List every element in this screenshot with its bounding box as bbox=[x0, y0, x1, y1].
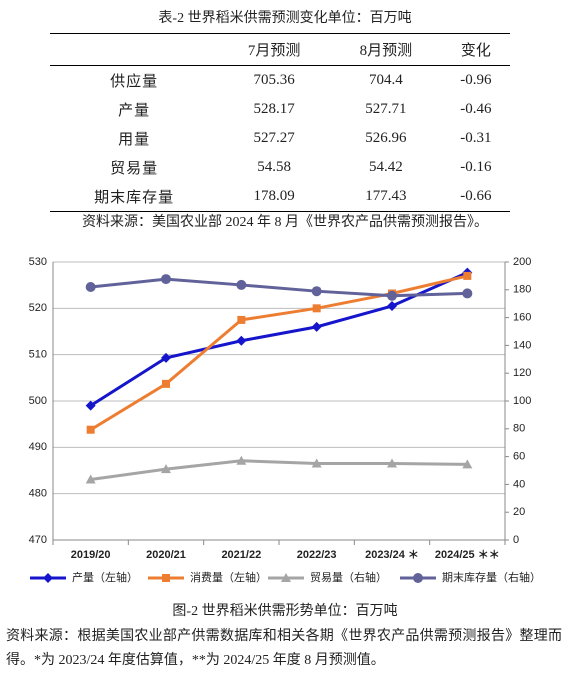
marker bbox=[463, 271, 472, 280]
marker bbox=[162, 574, 170, 582]
cell: 527.27 bbox=[253, 130, 295, 146]
y2-tick-label: 120 bbox=[513, 367, 531, 379]
row-label: 产量 bbox=[118, 103, 151, 119]
marker bbox=[161, 352, 171, 363]
y2-tick-label: 80 bbox=[513, 423, 525, 435]
y-tick-label: 500 bbox=[29, 395, 47, 407]
cell: 54.58 bbox=[257, 159, 291, 175]
y-tick-label: 470 bbox=[29, 534, 47, 546]
legend-item: 消费量（左轴） bbox=[148, 570, 267, 584]
y2-tick-label: 0 bbox=[513, 534, 519, 546]
marker bbox=[281, 573, 291, 582]
marker bbox=[43, 573, 53, 583]
legend-item: 产量（左轴） bbox=[30, 570, 138, 584]
y-tick-label: 480 bbox=[29, 488, 47, 500]
cell: -0.16 bbox=[460, 159, 492, 175]
marker bbox=[312, 304, 321, 313]
x-tick-label: 2023/24 ＊ bbox=[365, 549, 419, 561]
legend-item: 贸易量（右轴） bbox=[268, 570, 387, 584]
row-label: 期末库存量 bbox=[94, 190, 175, 206]
legend-label: 期末库存量（右轴） bbox=[442, 570, 541, 584]
marker bbox=[311, 458, 322, 468]
series-line bbox=[89, 271, 468, 407]
marker bbox=[311, 286, 322, 297]
y-tick-label: 520 bbox=[29, 302, 47, 314]
cell: -0.66 bbox=[460, 188, 492, 204]
marker bbox=[161, 274, 171, 285]
x-tick-label: 2022/23 bbox=[297, 549, 337, 561]
header-cell bbox=[50, 33, 219, 66]
marker bbox=[237, 315, 246, 324]
header-cell: 变化 bbox=[441, 33, 510, 66]
y-tick-label: 490 bbox=[29, 441, 47, 453]
x-tick-label: 2020/21 bbox=[146, 549, 186, 561]
cell: 178.09 bbox=[253, 188, 295, 204]
series-line bbox=[90, 277, 468, 298]
x-tick-label: 2019/20 bbox=[71, 549, 111, 561]
cell: -0.31 bbox=[460, 130, 492, 146]
x-tick-label: 2021/22 bbox=[221, 549, 261, 561]
cell: 527.71 bbox=[365, 101, 407, 117]
cell: 704.4 bbox=[369, 72, 403, 88]
figure-caption: 图-2 世界稻米供需形势单位：百万吨 bbox=[172, 604, 398, 619]
y2-tick-label: 140 bbox=[513, 339, 531, 351]
cell: -0.46 bbox=[460, 101, 492, 117]
cell: 528.17 bbox=[253, 101, 295, 117]
y2-tick-label: 200 bbox=[513, 256, 531, 268]
cell: 705.36 bbox=[253, 72, 295, 88]
table-caption: 表-2 世界稻米供需预测变化单位：百万吨 bbox=[158, 11, 412, 26]
marker bbox=[311, 321, 322, 332]
row-label: 用量 bbox=[118, 132, 151, 148]
y2-tick-label: 40 bbox=[513, 478, 525, 490]
x-tick-label: 2024/25 ＊＊ bbox=[435, 549, 500, 561]
header-cell: 7月预测 bbox=[218, 33, 330, 66]
header-cell: 8月预测 bbox=[329, 33, 442, 66]
marker bbox=[85, 474, 96, 484]
chart: 470 480 490 500 510 520 530 0 20 40 60 80 100 120 140 1… bbox=[29, 256, 541, 584]
marker bbox=[387, 458, 397, 468]
series-line bbox=[89, 274, 468, 432]
legend-label: 消费量（左轴） bbox=[190, 570, 267, 584]
cell: -0.96 bbox=[460, 72, 492, 88]
row-label: 供应量 bbox=[110, 74, 159, 90]
data-table: 7月预测 8月预测 变化供应量 705.36 704.4 -0.96 产量 528.17 527… bbox=[50, 33, 510, 212]
row-label: 贸易量 bbox=[110, 161, 159, 177]
legend-item: 期末库存量（右轴） bbox=[400, 570, 541, 584]
y2-tick-label: 180 bbox=[513, 284, 531, 296]
marker bbox=[161, 464, 171, 474]
marker bbox=[462, 288, 473, 299]
marker bbox=[413, 573, 423, 583]
y2-tick-label: 20 bbox=[513, 506, 525, 518]
legend-label: 产量（左轴） bbox=[72, 570, 138, 584]
marker bbox=[387, 290, 397, 301]
cell: 526.96 bbox=[365, 130, 407, 146]
series-line bbox=[90, 459, 468, 482]
table-source: 资料来源：美国农业部 2024 年 8 月《世界农产品供需预测报告》。 bbox=[82, 215, 488, 230]
legend-label: 贸易量（右轴） bbox=[310, 570, 387, 584]
marker bbox=[162, 379, 170, 388]
figure-note: 资料来源：根据美国农业部产供需数据库和相关各期《世界农产品供需预测报告》整理而得… bbox=[6, 629, 562, 668]
marker bbox=[236, 335, 247, 346]
marker bbox=[85, 400, 96, 411]
marker bbox=[462, 459, 473, 469]
cell: 54.42 bbox=[369, 159, 403, 175]
y2-tick-label: 160 bbox=[513, 312, 531, 324]
y2-tick-label: 100 bbox=[513, 395, 531, 407]
marker bbox=[85, 282, 96, 293]
marker bbox=[86, 425, 95, 434]
marker bbox=[236, 279, 247, 290]
marker bbox=[387, 301, 397, 312]
y2-tick-label: 60 bbox=[513, 451, 525, 463]
marker bbox=[236, 455, 247, 465]
cell: 177.43 bbox=[365, 188, 407, 204]
y-tick-label: 530 bbox=[29, 256, 47, 268]
y-tick-label: 510 bbox=[29, 349, 47, 361]
